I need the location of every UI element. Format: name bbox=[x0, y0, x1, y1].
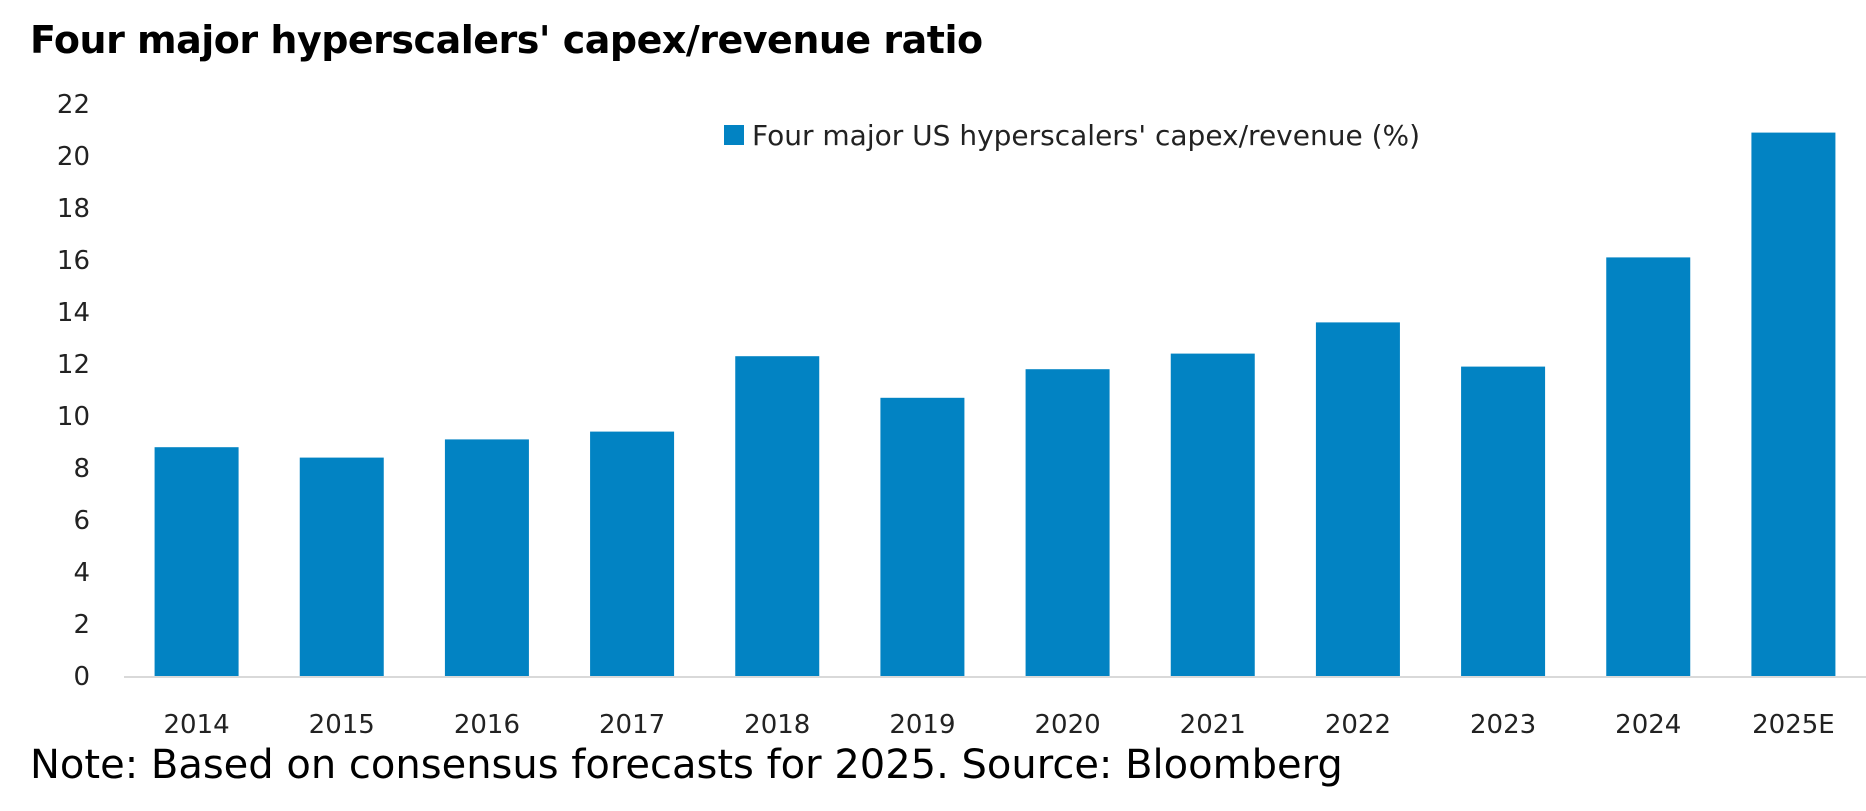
bar-2017 bbox=[590, 431, 675, 676]
y-tick-label: 4 bbox=[73, 558, 90, 588]
x-tick-label: 2019 bbox=[889, 710, 955, 740]
legend: Four major US hyperscalers' capex/revenu… bbox=[724, 119, 1420, 152]
x-tick-label: 2023 bbox=[1470, 710, 1536, 740]
x-tick-label: 2024 bbox=[1615, 710, 1681, 740]
chart-title: Four major hyperscalers' capex/revenue r… bbox=[30, 18, 983, 62]
y-tick-label: 16 bbox=[57, 246, 90, 276]
bar-2021 bbox=[1170, 353, 1255, 676]
y-tick-label: 6 bbox=[73, 506, 90, 536]
legend-swatch bbox=[724, 125, 744, 145]
y-tick-label: 2 bbox=[73, 610, 90, 640]
bar-2018 bbox=[735, 356, 820, 676]
bar-2015 bbox=[299, 457, 384, 676]
x-tick-label: 2020 bbox=[1034, 710, 1100, 740]
bar-2019 bbox=[880, 397, 965, 676]
bar-2022 bbox=[1315, 322, 1400, 676]
x-tick-label: 2014 bbox=[163, 710, 229, 740]
bar-2025E bbox=[1751, 132, 1836, 677]
bar-2016 bbox=[444, 439, 529, 676]
bar-series bbox=[154, 132, 1836, 677]
x-tick-label: 2025E bbox=[1752, 710, 1835, 740]
x-axis-ticks: 2014 2015 2016 2017 2018 2019 2020 2021 2022 2023… bbox=[163, 710, 1834, 740]
y-tick-label: 0 bbox=[73, 662, 90, 692]
y-tick-label: 14 bbox=[57, 298, 90, 328]
bar-2024 bbox=[1606, 257, 1691, 676]
y-tick-label: 20 bbox=[57, 142, 90, 172]
y-tick-label: 8 bbox=[73, 454, 90, 484]
x-tick-label: 2017 bbox=[599, 710, 665, 740]
x-tick-label: 2015 bbox=[309, 710, 375, 740]
bar-2014 bbox=[154, 447, 239, 676]
bar-2020 bbox=[1025, 369, 1110, 676]
x-tick-label: 2018 bbox=[744, 710, 810, 740]
y-tick-label: 22 bbox=[57, 90, 90, 120]
y-tick-label: 12 bbox=[57, 350, 90, 380]
x-tick-label: 2022 bbox=[1325, 710, 1391, 740]
y-axis-ticks: 0 2 4 6 8 10 12 14 16 18 20 22 bbox=[57, 90, 90, 692]
chart-note: Note: Based on consensus forecasts for 2… bbox=[30, 742, 1343, 788]
bar-2023 bbox=[1461, 366, 1546, 676]
y-tick-label: 18 bbox=[57, 194, 90, 224]
x-tick-label: 2016 bbox=[454, 710, 520, 740]
legend-label: Four major US hyperscalers' capex/revenu… bbox=[752, 119, 1420, 152]
x-tick-label: 2021 bbox=[1180, 710, 1246, 740]
y-tick-label: 10 bbox=[57, 402, 90, 432]
